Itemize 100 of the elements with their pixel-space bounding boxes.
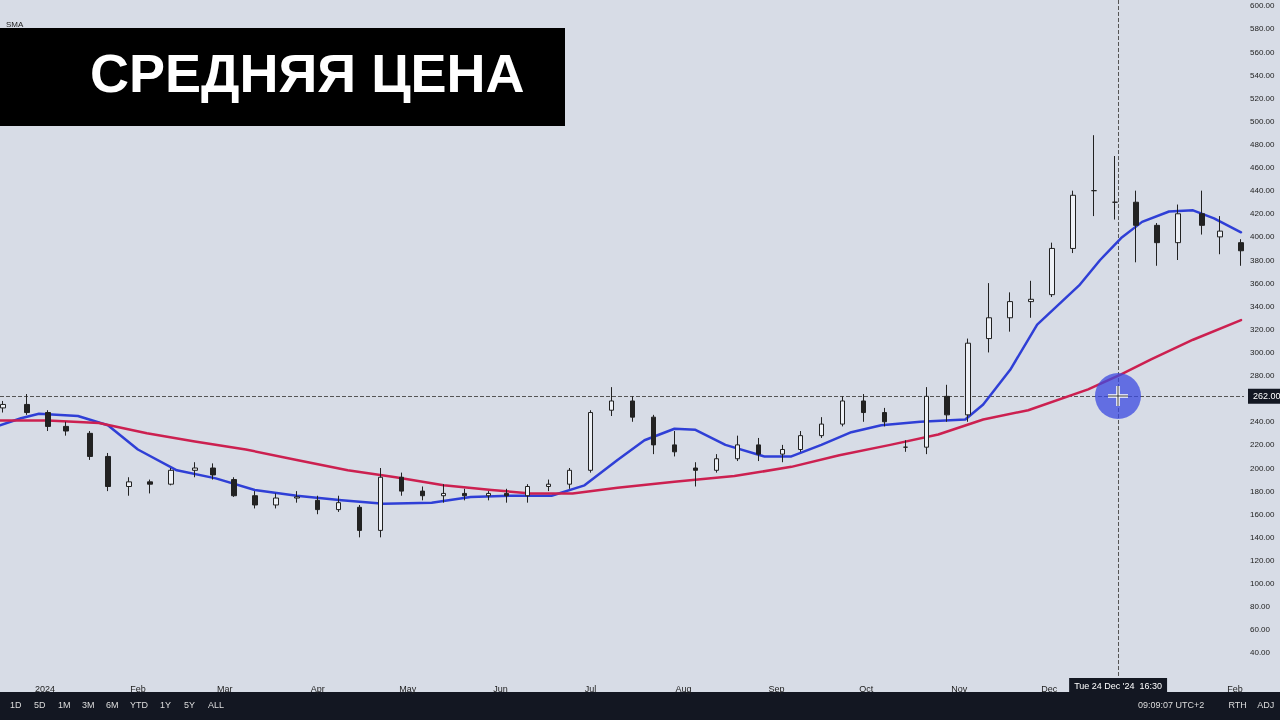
candlestick [714, 453, 719, 474]
text: 5D [34, 699, 47, 710]
annotation: SMA [6, 19, 24, 29]
x-tick-label: Nov [951, 683, 968, 694]
candlestick [126, 476, 132, 497]
candlestick [546, 479, 551, 492]
candlestick [294, 490, 300, 504]
x-tick-label: Jun [493, 683, 508, 694]
y-tick-label: 220.00 [1250, 440, 1276, 450]
text: 6M [106, 699, 119, 710]
text: ADJ [1257, 699, 1275, 710]
candlestick [168, 467, 174, 486]
candlestick [147, 479, 153, 494]
candlestick [780, 444, 785, 463]
candlestick [986, 282, 992, 353]
x-tick-label: Sep [768, 683, 785, 694]
y-tick-label: 460.00 [1250, 163, 1276, 173]
candlestick [87, 430, 93, 461]
x-tick-label: Apr [310, 683, 325, 694]
x-tick-label: Dec [1041, 683, 1058, 694]
candlestick [819, 416, 824, 439]
y-tick-label: 520.00 [1250, 93, 1276, 103]
x-tick-label: Feb [1227, 683, 1243, 694]
candlestick [1028, 280, 1034, 319]
ref-line-label: Tue 24 Dec '24 16:30 [1074, 680, 1163, 691]
x-tick-label: Mar [217, 683, 233, 694]
candlestick [1049, 242, 1055, 298]
y-tick-label: 540.00 [1250, 70, 1276, 80]
y-tick-label: 400.00 [1250, 232, 1276, 242]
y-tick-label: 580.00 [1250, 24, 1276, 34]
candlestick [1199, 190, 1205, 236]
text: 3M [82, 699, 95, 710]
candlestick [24, 393, 30, 416]
candlestick [0, 400, 6, 414]
candlestick [210, 462, 216, 481]
candlestick [63, 421, 69, 437]
candlestick [231, 476, 237, 498]
candlestick [672, 430, 677, 457]
y-tick-label: 40.00 [1250, 648, 1271, 658]
y-tick-label: 60.00 [1250, 625, 1271, 635]
candlestick [882, 407, 887, 427]
candlestick [630, 395, 635, 423]
x-tick-label: Feb [130, 683, 146, 694]
candlestick [798, 430, 803, 453]
candlestick [756, 437, 761, 462]
x-tick-label: Jul [584, 683, 597, 694]
candlestick [336, 495, 341, 513]
x-tick-label: May [399, 683, 417, 694]
candlestick [735, 435, 740, 462]
y-tick-label: 120.00 [1250, 555, 1276, 565]
x-tick-label: Aug [675, 683, 692, 694]
y-tick-label: 180.00 [1250, 486, 1276, 496]
candlestick [840, 395, 845, 427]
candlestick [399, 472, 404, 497]
text: 1D [10, 699, 23, 710]
y-tick-label: 100.00 [1250, 579, 1276, 589]
y-tick-label: 420.00 [1250, 209, 1276, 219]
candlestick [1238, 238, 1244, 267]
ref-line-label: 262.00 [1253, 391, 1280, 402]
text: 1Y [160, 699, 172, 710]
y-tick-label: 340.00 [1250, 301, 1276, 311]
y-tick-label: 80.00 [1250, 602, 1271, 612]
text: 1M [58, 699, 71, 710]
y-tick-label: 500.00 [1250, 116, 1276, 126]
candlestick [357, 504, 362, 538]
candlestick [1154, 222, 1160, 267]
candlestick [944, 384, 950, 423]
candlestick [651, 414, 656, 455]
candlestick [965, 338, 971, 423]
candlestick [252, 490, 258, 509]
text: YTD [130, 699, 149, 710]
candlestick [1007, 291, 1013, 333]
y-tick-label: 560.00 [1250, 47, 1276, 57]
y-tick-label: 300.00 [1250, 347, 1276, 357]
y-tick-label: 360.00 [1250, 278, 1276, 288]
y-tick-label: 440.00 [1250, 186, 1276, 196]
candlestick [588, 409, 593, 474]
candlestick [924, 386, 929, 455]
y-tick-label: 240.00 [1250, 417, 1276, 427]
candlestick [462, 488, 467, 501]
text: 5Y [184, 699, 196, 710]
y-tick-label: 600.00 [1250, 1, 1276, 11]
line-series [0, 209, 1243, 506]
candlestick [1217, 215, 1223, 255]
text: RTH [1228, 699, 1247, 710]
text: 09:09:07 UTC+2 [1138, 699, 1205, 710]
candlestick [420, 485, 425, 501]
x-tick-label: 2024 [34, 683, 55, 694]
candlestick [1070, 190, 1076, 254]
text: ALL [208, 699, 225, 710]
candlestick [378, 467, 383, 538]
candlestick [525, 483, 530, 504]
candlestick [903, 439, 908, 453]
y-tick-label: 320.00 [1250, 324, 1276, 334]
x-tick-label: Oct [859, 683, 874, 694]
candlestick [1133, 190, 1139, 263]
candlestick [1175, 204, 1181, 261]
y-tick-label: 280.00 [1250, 371, 1276, 381]
candlestick [486, 490, 491, 501]
y-tick-label: 160.00 [1250, 509, 1276, 519]
